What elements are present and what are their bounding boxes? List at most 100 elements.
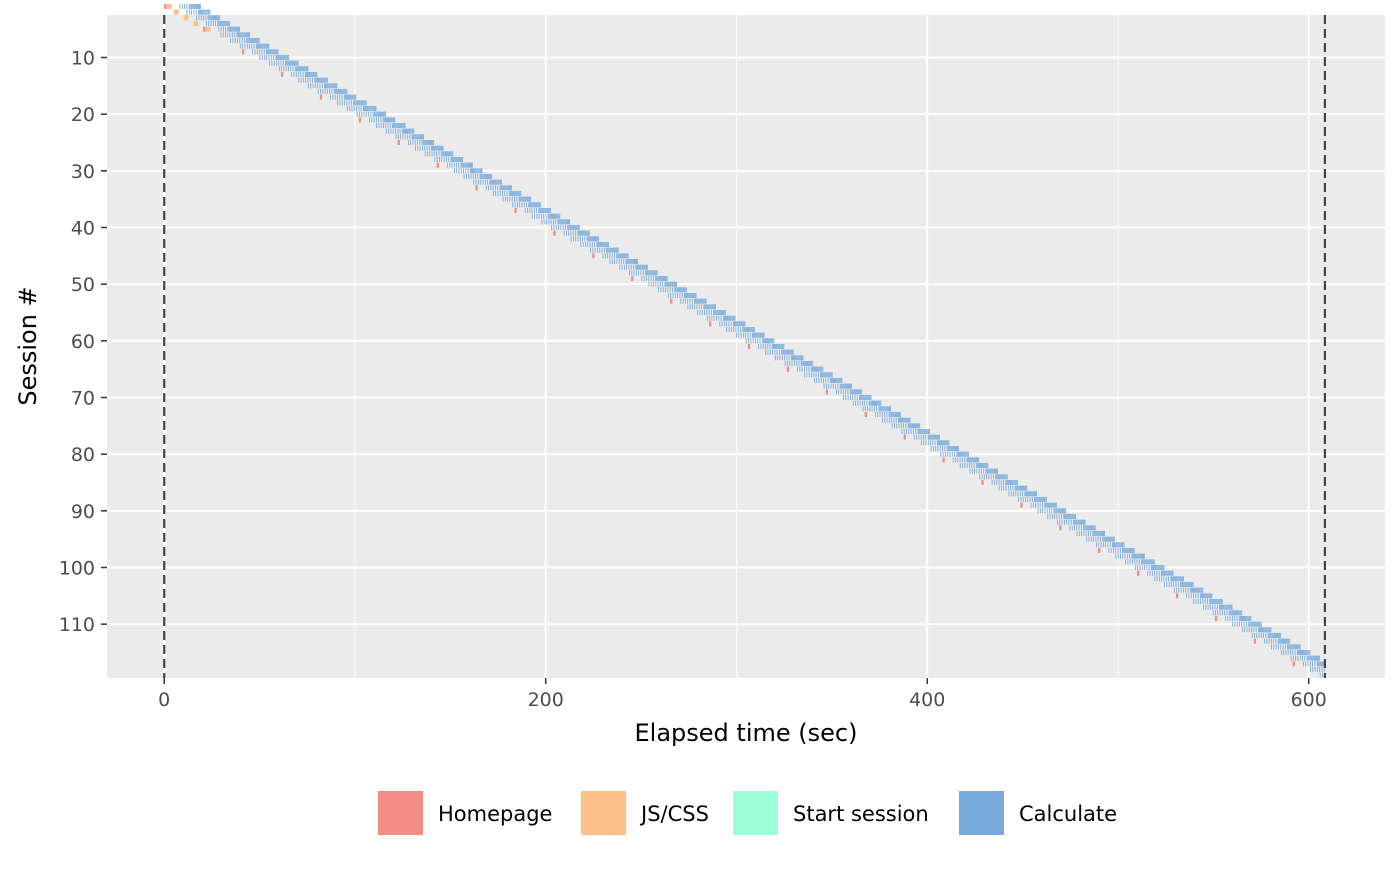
calculate-segment — [1211, 593, 1213, 599]
calculate-segment — [860, 389, 862, 395]
calculate-segment — [1038, 496, 1040, 503]
calculate-segment — [387, 122, 389, 129]
calculate-segment — [1108, 536, 1110, 542]
calculate-segment — [421, 134, 422, 140]
calculate-segment — [1318, 661, 1320, 667]
calculate-segment — [1103, 530, 1104, 537]
calculate-segment — [900, 423, 902, 429]
calculate-segment — [996, 474, 998, 480]
calculate-segment — [1257, 621, 1259, 627]
calculate-segment — [237, 37, 238, 44]
session-row — [1008, 491, 1037, 497]
calculate-segment — [681, 287, 683, 293]
calculate-segment — [253, 43, 255, 49]
calculate-segment — [696, 298, 698, 304]
calculate-segment — [1110, 536, 1112, 542]
calculate-segment — [563, 219, 565, 225]
calculate-segment — [895, 417, 897, 423]
calculate-segment — [864, 406, 866, 412]
calculate-segment — [573, 224, 575, 231]
session-row — [1280, 649, 1311, 656]
calculate-segment — [736, 332, 737, 338]
calculate-segment — [307, 71, 308, 78]
calculate-segment — [1015, 479, 1017, 486]
calculate-segment — [667, 281, 669, 287]
calculate-segment — [884, 417, 886, 423]
calculate-segment — [889, 406, 890, 412]
calculate-segment — [1279, 638, 1281, 644]
calculate-segment — [709, 315, 711, 321]
calculate-segment — [626, 258, 628, 265]
calculate-segment — [917, 423, 919, 429]
calculate-segment — [557, 213, 559, 219]
calculate-segment — [202, 9, 204, 15]
calculate-segment — [769, 338, 771, 344]
calculate-segment — [725, 315, 726, 321]
calculate-segment — [1126, 553, 1128, 559]
calculate-segment — [302, 77, 304, 83]
calculate-segment — [803, 366, 805, 372]
calculate-segment — [399, 122, 401, 129]
calculate-segment — [726, 321, 728, 327]
calculate-segment — [410, 139, 412, 146]
calculate-segment — [701, 309, 703, 316]
calculate-segment — [747, 326, 749, 333]
homepage-segment — [903, 434, 906, 440]
calculate-segment — [863, 394, 865, 401]
calculate-segment — [346, 88, 348, 95]
calculate-segment — [234, 26, 236, 32]
calculate-segment — [359, 100, 361, 106]
calculate-segment — [1275, 632, 1276, 639]
calculate-segment — [666, 281, 668, 287]
session-row — [551, 224, 580, 231]
calculate-segment — [934, 434, 936, 440]
session-row — [1115, 553, 1145, 559]
calculate-segment — [1225, 615, 1227, 622]
calculate-segment — [1142, 559, 1144, 565]
calculate-segment — [856, 394, 858, 401]
calculate-segment — [630, 258, 632, 265]
session-row — [670, 298, 707, 304]
calculate-segment — [1181, 576, 1183, 582]
calculate-segment — [584, 230, 586, 236]
session-row — [901, 428, 930, 435]
calculate-segment — [1035, 496, 1037, 503]
calculate-segment — [617, 253, 619, 259]
calculate-segment — [1278, 632, 1280, 639]
calculate-segment — [538, 207, 540, 214]
calculate-segment — [1161, 570, 1162, 576]
calculate-segment — [295, 66, 297, 72]
calculate-segment — [730, 321, 732, 327]
calculate-segment — [933, 434, 935, 440]
calculate-segment — [704, 309, 705, 316]
calculate-segment — [789, 349, 791, 355]
calculate-segment — [578, 230, 580, 236]
calculate-segment — [671, 287, 673, 293]
calculate-segment — [508, 185, 510, 191]
calculate-segment — [958, 451, 960, 457]
calculate-segment — [1124, 553, 1126, 559]
calculate-segment — [892, 411, 894, 418]
calculate-segment — [680, 298, 682, 304]
calculate-segment — [1105, 542, 1107, 548]
calculate-segment — [1073, 519, 1074, 525]
calculate-segment — [392, 128, 394, 134]
calculate-segment — [1266, 627, 1268, 633]
calculate-segment — [484, 179, 486, 185]
calculate-segment — [1150, 564, 1152, 571]
calculate-segment — [879, 400, 881, 406]
calculate-segment — [1228, 610, 1230, 616]
calculate-segment — [328, 83, 330, 89]
legend-key — [581, 791, 626, 835]
calculate-segment — [371, 105, 373, 112]
calculate-segment — [1170, 576, 1172, 582]
calculate-segment — [1173, 587, 1175, 593]
calculate-segment — [407, 139, 409, 146]
homepage-segment — [1253, 638, 1257, 644]
calculate-segment — [689, 304, 691, 310]
calculate-segment — [275, 49, 277, 55]
calculate-segment — [239, 32, 241, 38]
calculate-segment — [1161, 576, 1163, 582]
calculate-segment — [1165, 570, 1167, 576]
calculate-segment — [740, 321, 742, 327]
